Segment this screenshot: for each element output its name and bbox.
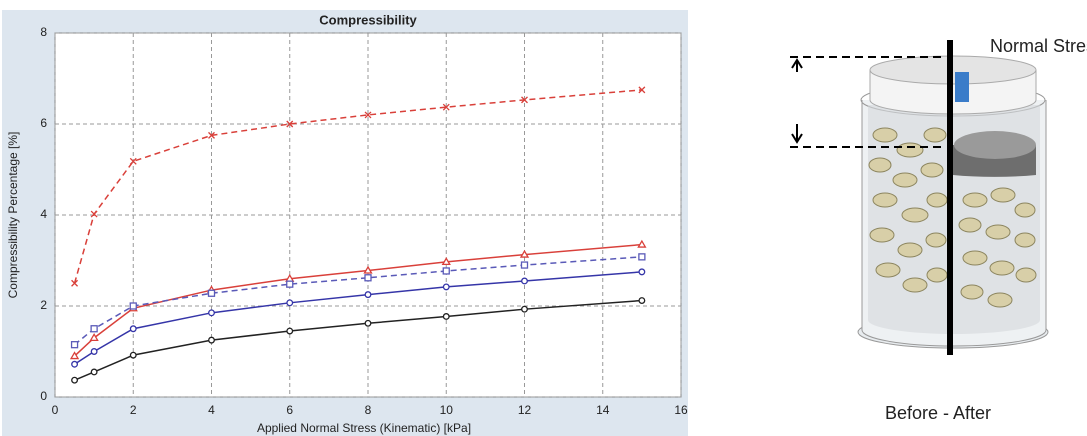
x-tick-label: 4 xyxy=(208,403,215,417)
marker xyxy=(90,210,98,218)
marker xyxy=(364,274,372,282)
x-tick-label: 16 xyxy=(674,403,688,417)
marker xyxy=(286,299,294,307)
marker xyxy=(208,131,215,139)
marker xyxy=(286,120,294,128)
marker xyxy=(442,283,450,291)
marker xyxy=(90,348,98,355)
marker xyxy=(519,249,530,258)
x-tick-label: 12 xyxy=(518,403,532,417)
marker xyxy=(286,327,294,335)
y-tick-label: 4 xyxy=(40,207,47,221)
x-tick-label: 0 xyxy=(52,403,59,417)
marker xyxy=(521,277,528,285)
marker xyxy=(521,305,528,313)
plot: 0 2 4 6 8 0 2 4 6 8 10 12 14 16 xyxy=(40,25,688,417)
marker xyxy=(442,103,450,111)
marker xyxy=(71,360,79,368)
marker xyxy=(442,267,450,275)
marker xyxy=(638,268,646,276)
x-tick-label: 6 xyxy=(286,403,293,417)
marker xyxy=(90,325,98,333)
marker xyxy=(71,279,79,287)
marker xyxy=(637,239,647,248)
y-axis-label: Compressibility Percentage [%] xyxy=(6,132,20,299)
marker xyxy=(207,289,216,297)
marker xyxy=(90,368,98,376)
marker xyxy=(129,157,137,165)
y-tick-label: 8 xyxy=(40,25,47,39)
series-line xyxy=(73,89,642,284)
y-tick-label: 2 xyxy=(40,298,47,312)
marker xyxy=(129,302,137,310)
marker xyxy=(71,376,79,384)
marker xyxy=(364,111,372,119)
marker xyxy=(69,351,80,360)
x-tick-label: 10 xyxy=(440,403,454,417)
marker xyxy=(129,351,137,359)
marker xyxy=(363,265,373,274)
marker xyxy=(441,257,451,266)
x-axis-label: Applied Normal Stress (Kinematic) [kPa] xyxy=(257,421,471,435)
series-line xyxy=(74,256,642,346)
marker xyxy=(638,253,646,261)
marker xyxy=(129,325,137,333)
marker xyxy=(638,297,646,304)
marker xyxy=(521,96,528,104)
marker xyxy=(442,313,450,320)
marker xyxy=(89,333,99,341)
x-tick-label: 2 xyxy=(130,403,137,417)
marker xyxy=(208,309,215,317)
x-tick-label: 14 xyxy=(596,403,610,417)
marker xyxy=(520,261,529,269)
diagram-label: Normal Stress xyxy=(990,36,1087,56)
marker xyxy=(364,319,372,327)
chart-title: Compressibility xyxy=(319,12,417,27)
marker xyxy=(286,280,294,288)
y-tick-label: 6 xyxy=(40,116,47,130)
diagram-caption: Before - After xyxy=(885,403,991,423)
marker xyxy=(70,341,79,349)
marker xyxy=(364,291,372,299)
marker xyxy=(638,86,646,94)
x-tick-label: 8 xyxy=(365,403,372,417)
y-tick-label: 0 xyxy=(40,389,47,403)
diagram xyxy=(790,40,1049,355)
marker xyxy=(208,336,215,344)
